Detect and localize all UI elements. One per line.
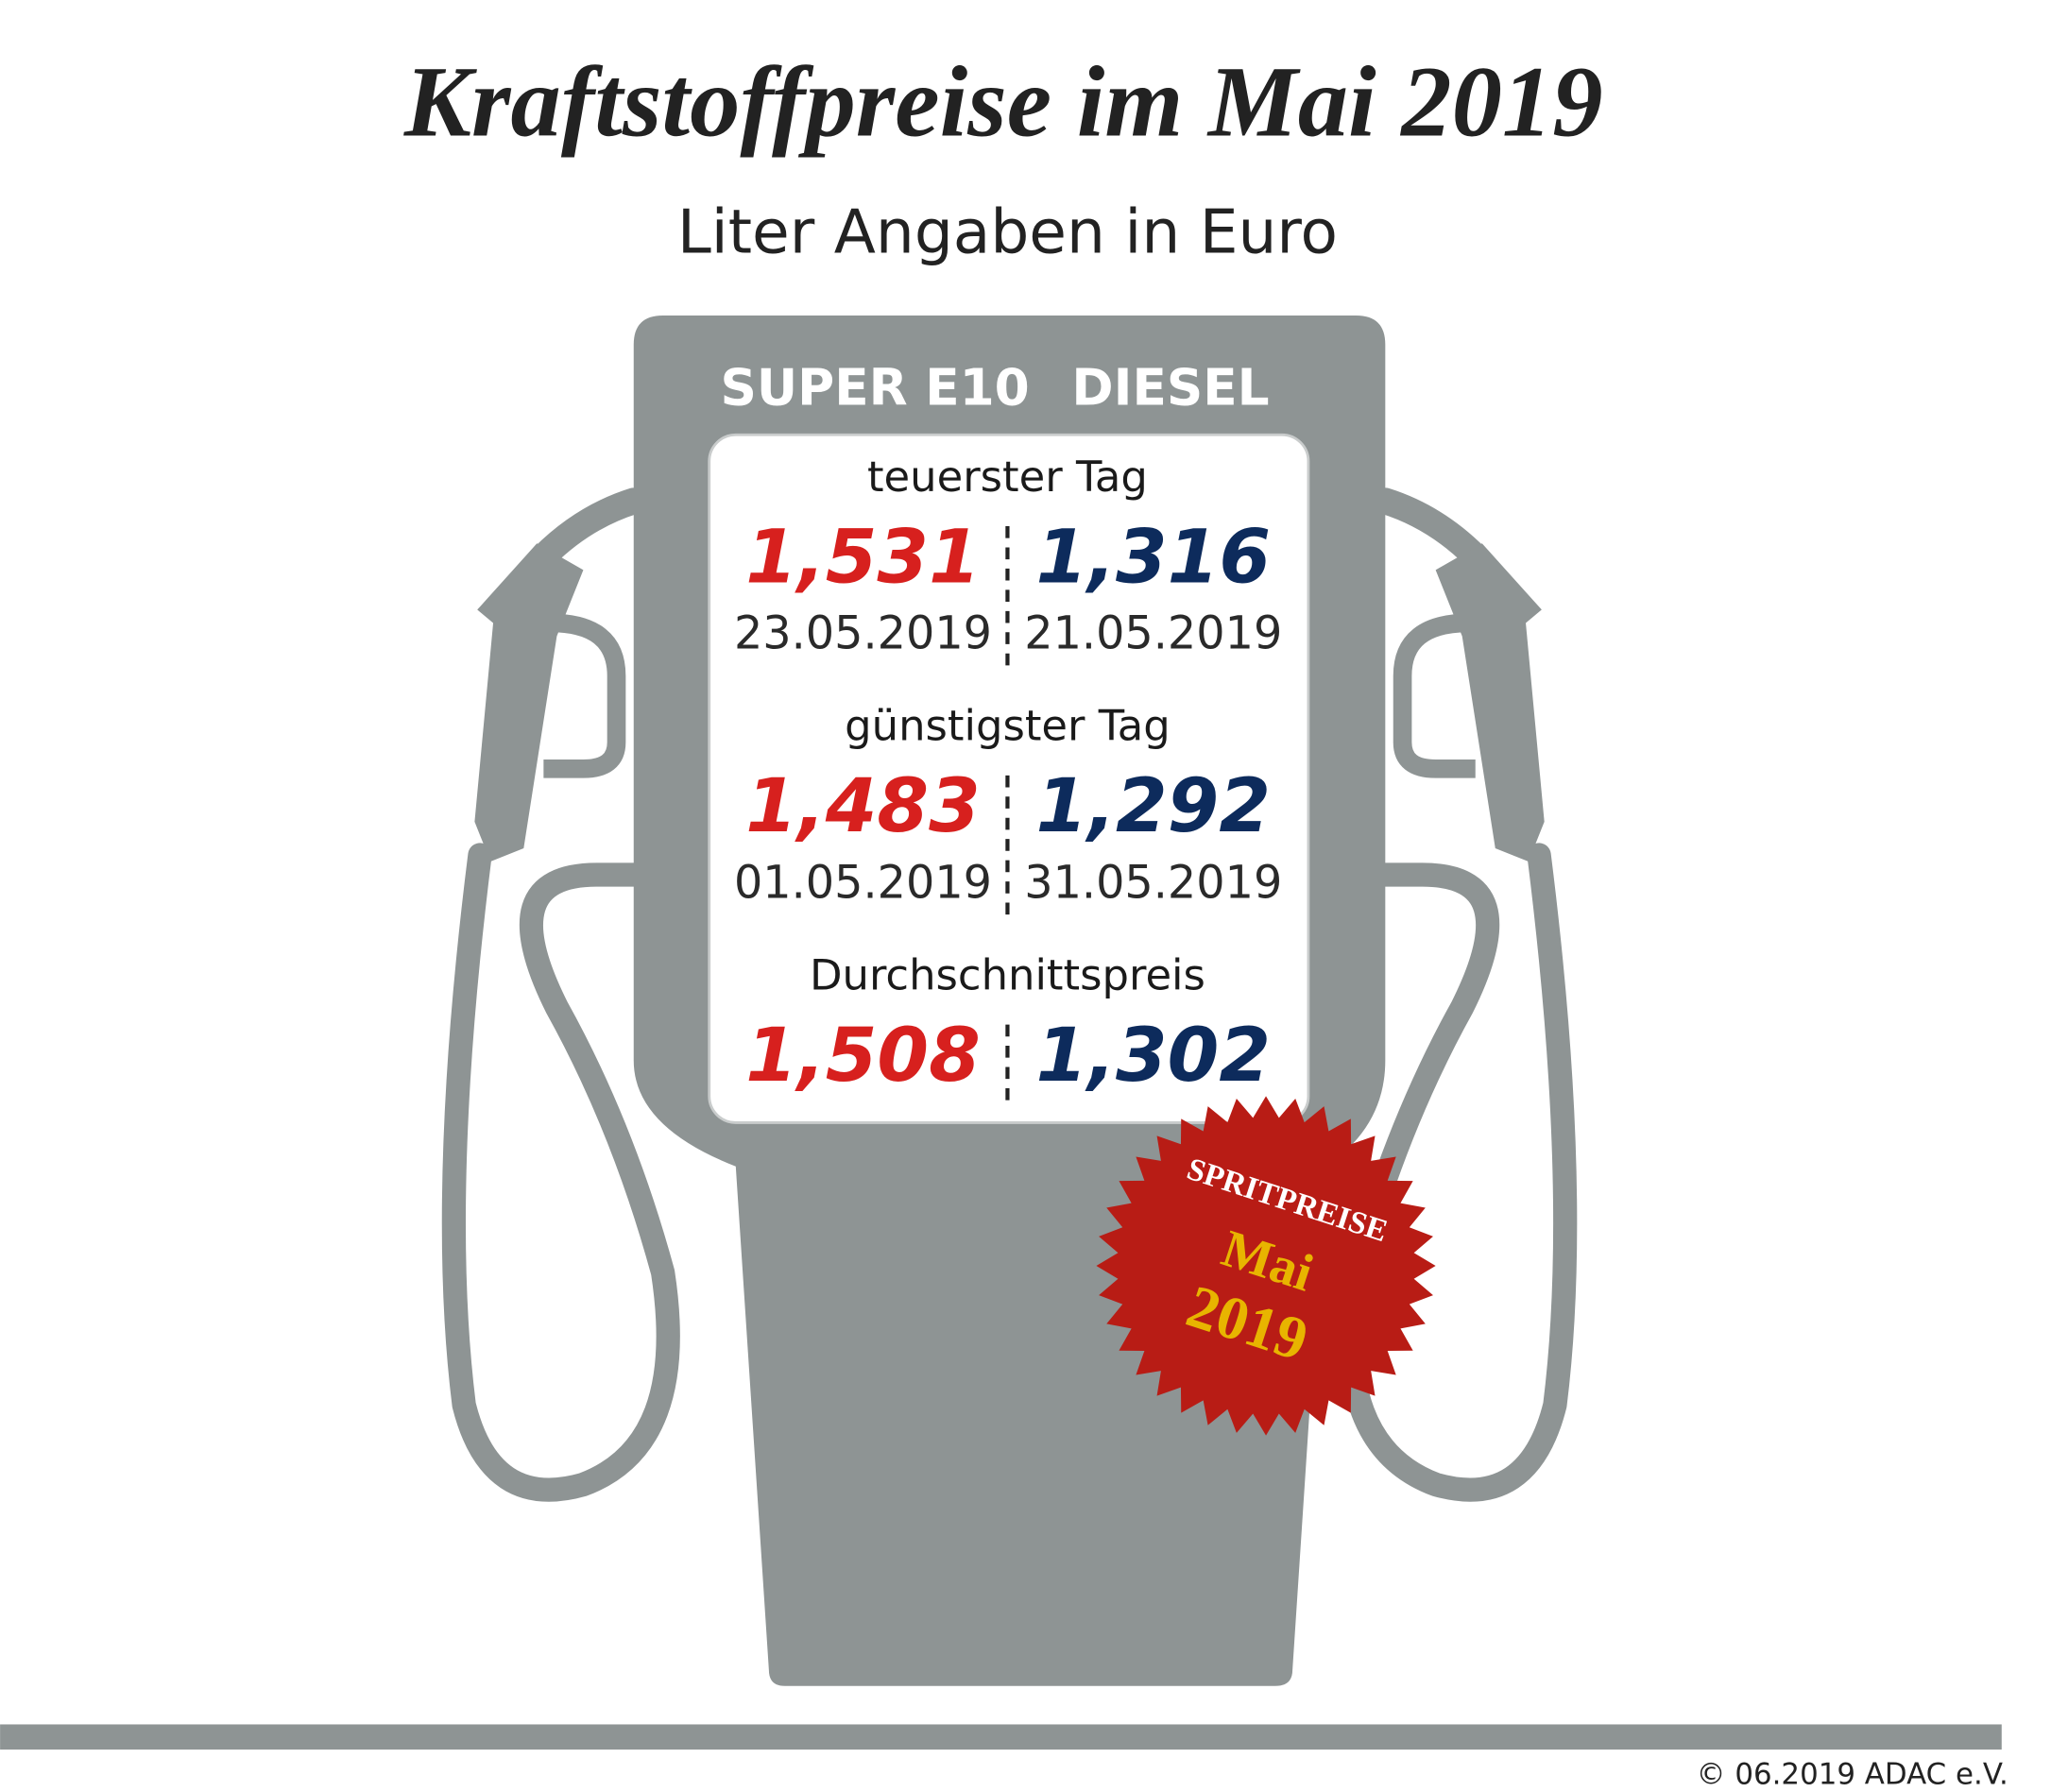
- price: 1,483: [745, 762, 980, 849]
- price: 1,508: [745, 1012, 980, 1099]
- price: 1,302: [1036, 1012, 1272, 1099]
- copyright: © 06.2019 ADAC e.V.: [1697, 1758, 2008, 1792]
- date: 21.05.2019: [1024, 607, 1282, 659]
- section-label: Durchschnittspreis: [810, 949, 1205, 999]
- title: Kraftstoffpreise im Mai 2019: [403, 47, 1603, 159]
- date: 23.05.2019: [734, 607, 992, 659]
- section-label: günstigster Tag: [845, 701, 1171, 751]
- footer-bar: [0, 1724, 2002, 1750]
- column-header: SUPER E10: [720, 359, 1029, 418]
- section-label: teuerster Tag: [867, 452, 1148, 502]
- price: 1,316: [1036, 513, 1272, 600]
- date: 31.05.2019: [1024, 857, 1282, 909]
- date: 01.05.2019: [734, 857, 992, 909]
- nozzle-left: [441, 487, 680, 1502]
- badge: [1096, 1096, 1436, 1436]
- subtitle: Liter Angaben in Euro: [677, 196, 1338, 267]
- price: 1,531: [745, 513, 980, 600]
- column-header: DIESEL: [1071, 359, 1269, 418]
- price: 1,292: [1036, 762, 1272, 849]
